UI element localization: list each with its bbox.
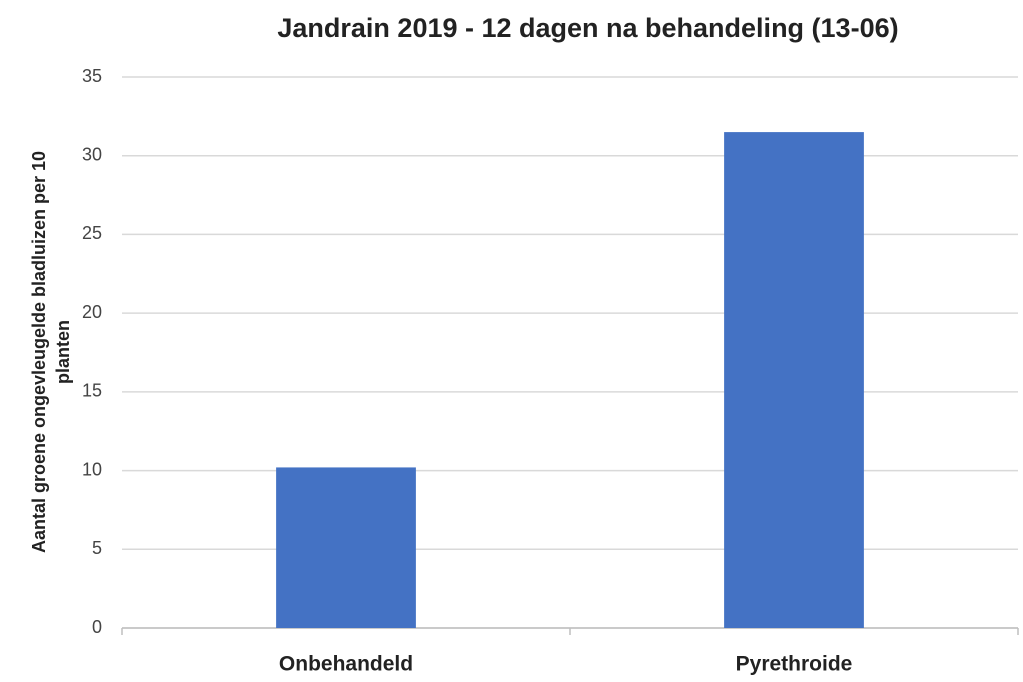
y-axis-title: Aantal groene ongevleugelde bladluizen p…	[29, 151, 73, 553]
y-tick-label: 15	[82, 381, 102, 401]
y-tick-label: 25	[82, 223, 102, 243]
y-tick-label: 30	[82, 144, 102, 164]
y-tick-label: 10	[82, 459, 102, 479]
x-tick-label: Onbehandeld	[279, 653, 413, 676]
y-tick-label: 20	[82, 302, 102, 322]
x-tick-label: Pyrethroide	[736, 653, 853, 676]
chart-title: Jandrain 2019 - 12 dagen na behandeling …	[277, 13, 898, 43]
y-tick-label: 5	[92, 538, 102, 558]
y-axis-title-line: Aantal groene ongevleugelde bladluizen p…	[29, 151, 49, 553]
bar	[724, 132, 864, 628]
bar	[276, 467, 416, 628]
y-tick-label: 35	[82, 66, 102, 86]
y-axis-title-line: planten	[53, 320, 73, 384]
y-tick-label: 0	[92, 617, 102, 637]
